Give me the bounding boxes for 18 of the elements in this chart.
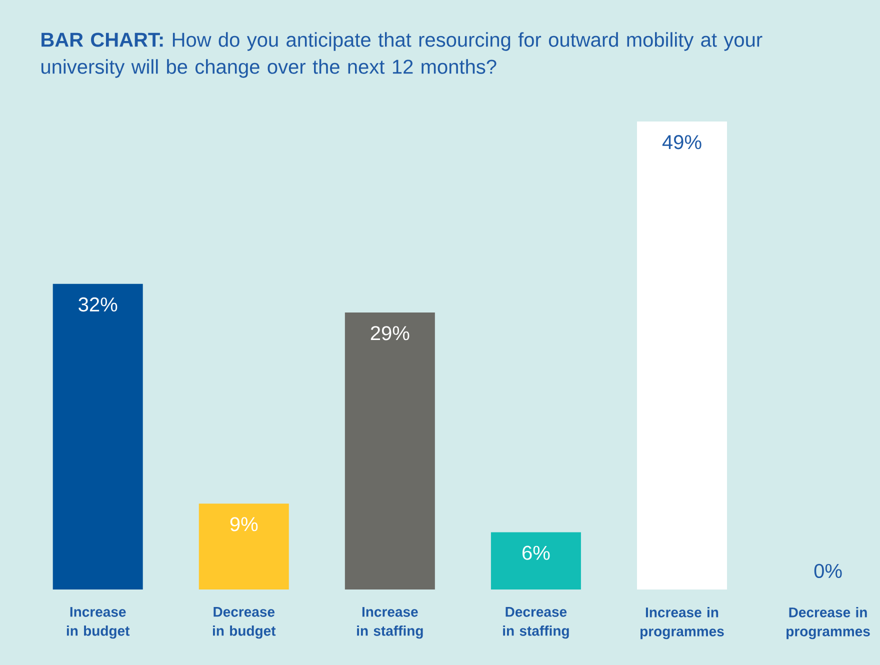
data-label: 49%: [662, 135, 702, 150]
data-label: 32%: [78, 297, 118, 312]
data-label: 29%: [370, 326, 410, 340]
x-tick-label: Increase in programmes: [640, 607, 724, 640]
x-tick-label: Decrease in programmes: [786, 607, 870, 640]
bar: [490, 532, 581, 590]
x-tick-label: Increase in budget: [66, 607, 130, 639]
x-tick-label: Decrease in staffing: [503, 607, 569, 639]
bar: [52, 284, 143, 590]
data-label: 6%: [522, 546, 550, 560]
bar: [344, 312, 435, 590]
data-label: 9%: [230, 517, 258, 532]
bar: [198, 504, 289, 590]
bar: [636, 122, 727, 590]
data-label: 0%: [814, 564, 842, 578]
chart-title: BAR CHART: How do you anticipate that resourcing for outward mobility at your university will be change over the next 12 months?: [42, 32, 762, 78]
x-tick-label: Decrease in budget: [212, 607, 276, 639]
x-tick-label: Increase in staffing: [357, 607, 423, 639]
